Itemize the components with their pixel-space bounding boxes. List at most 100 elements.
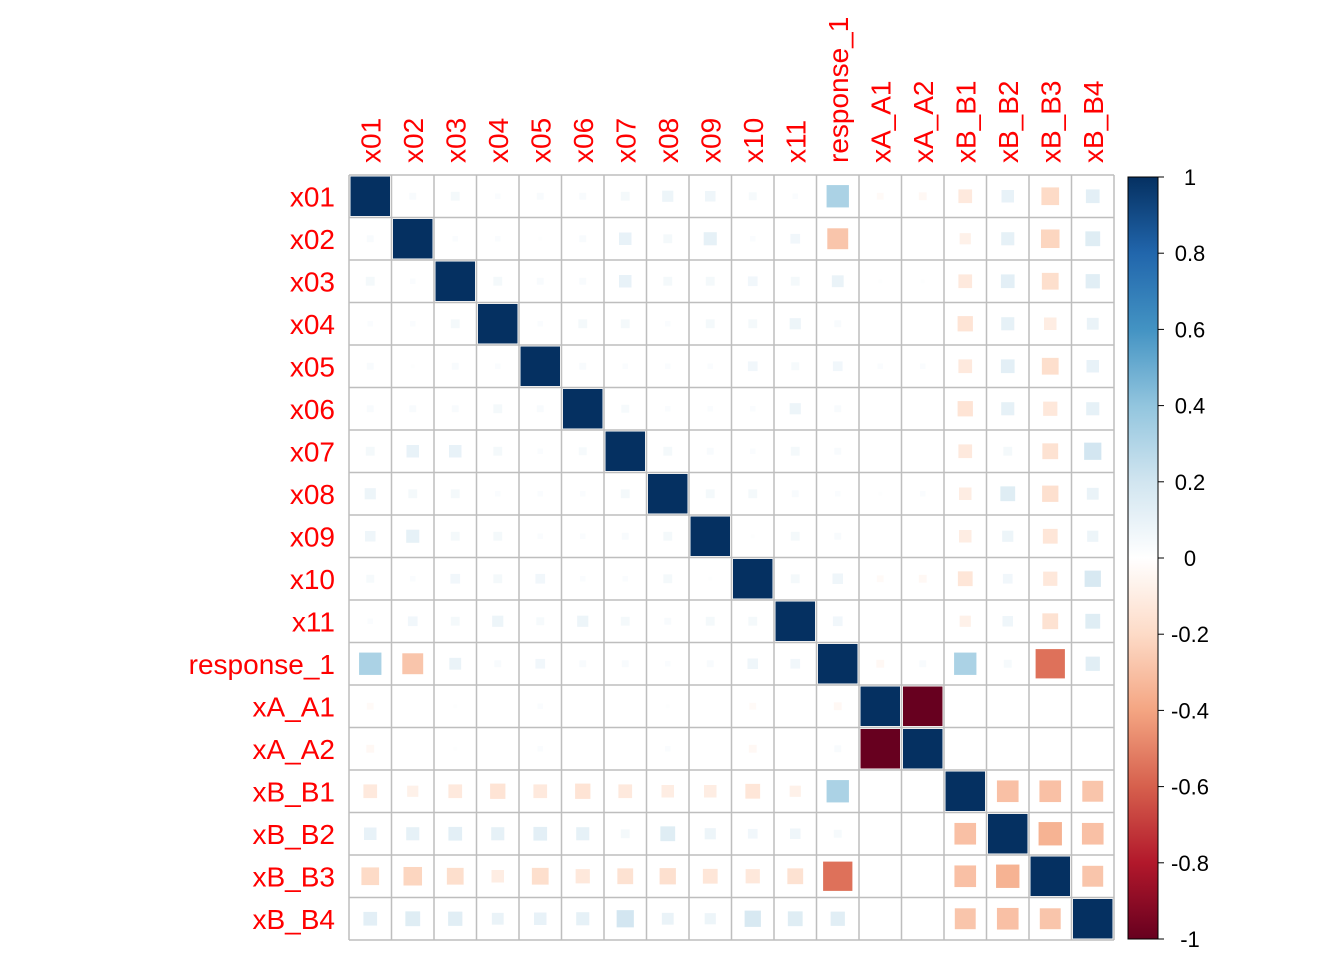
corr-cell-x01-xB_B2 xyxy=(1001,190,1014,203)
corr-cell-x07-x01 xyxy=(365,446,375,456)
corr-cell-x08-x01 xyxy=(364,488,376,500)
col-label-x10: x10 xyxy=(738,118,769,163)
corr-cell-x03-xA_A2 xyxy=(920,279,925,284)
corr-cell-x05-x08 xyxy=(664,363,671,370)
legend-tick-label: 0.4 xyxy=(1175,394,1206,419)
corr-cell-response_1-xB_B1 xyxy=(954,652,977,675)
matrix-grid xyxy=(348,174,1115,941)
col-label-x03: x03 xyxy=(440,118,471,163)
corr-cell-x11-x01 xyxy=(367,618,374,625)
legend-tick-label: -0.8 xyxy=(1171,851,1209,876)
corr-cell-x04-xB_B2 xyxy=(1001,317,1015,331)
corr-cell-xB_B2-x04 xyxy=(491,827,505,841)
corr-cell-xB_B4-xB_B1 xyxy=(954,908,976,930)
column-labels: x01 x02 x03 x04 x05 x06 x07 x08 x09 x10 x11 respons… xyxy=(355,17,1109,163)
corr-cell-x10-x01 xyxy=(366,574,375,583)
corr-cell-x11-x11 xyxy=(775,601,815,641)
corr-cell-xB_B4-x03 xyxy=(448,911,463,926)
corr-cell-xB_B1-xB_B1 xyxy=(945,771,985,811)
corr-cell-xB_B1-x01 xyxy=(363,784,378,799)
corr-cell-x08-x03 xyxy=(450,489,460,499)
row-label-xB_B3: xB_B3 xyxy=(253,861,336,892)
corr-cell-x08-x04 xyxy=(494,490,501,497)
corr-cell-x01-xB_B3 xyxy=(1041,187,1060,206)
corr-cell-xB_B2-xB_B4 xyxy=(1081,822,1104,845)
corr-cell-xB_B2-x05 xyxy=(533,826,548,841)
corr-cell-x08-x02 xyxy=(408,489,418,499)
corr-cell-xB_B3-x10 xyxy=(745,869,760,884)
corr-cell-xB_B3-x05 xyxy=(531,867,549,885)
corr-cell-x01-x07 xyxy=(620,191,630,201)
corr-cell-x07-x04 xyxy=(493,446,503,456)
row-label-x05: x05 xyxy=(290,351,335,382)
corr-cell-x04-xB_B1 xyxy=(957,316,973,332)
corr-cell-response_1-x01 xyxy=(359,652,382,675)
corr-cell-xA_A1-x01 xyxy=(366,702,374,710)
corr-cell-xB_B2-x03 xyxy=(448,826,463,841)
corr-cell-x06-x03 xyxy=(451,405,459,413)
col-label-x07: x07 xyxy=(610,118,641,163)
row-label-xB_B2: xB_B2 xyxy=(253,819,336,850)
corr-cell-x04-x05 xyxy=(537,320,544,327)
corr-cell-x05-x05 xyxy=(520,346,560,386)
corr-cell-x07-x02 xyxy=(406,445,419,458)
corr-cell-x07-xB_B2 xyxy=(1003,446,1013,456)
corr-cell-xB_B2-xB_B1 xyxy=(954,822,977,845)
corr-cell-x10-x09 xyxy=(708,576,713,581)
corr-cell-x04-x11 xyxy=(789,318,801,330)
corr-cell-xA_A2-response_1 xyxy=(834,745,842,753)
corr-cell-x03-x07 xyxy=(619,275,632,288)
legend-tick-label: 0.6 xyxy=(1175,317,1206,342)
corr-cell-response_1-x04 xyxy=(494,660,502,668)
corr-cell-x03-x08 xyxy=(663,276,673,286)
corr-cell-x11-x10 xyxy=(748,616,758,626)
row-label-x03: x03 xyxy=(290,266,335,297)
row-label-x10: x10 xyxy=(290,564,335,595)
corr-cell-x06-x08 xyxy=(664,405,671,412)
corr-cell-x08-xB_B4 xyxy=(1086,487,1099,500)
corr-cell-x07-x09 xyxy=(706,447,714,455)
corr-cell-xB_B2-x10 xyxy=(747,828,758,839)
corr-cell-x07-x05 xyxy=(537,448,544,455)
corr-cell-x07-xB_B3 xyxy=(1042,443,1059,460)
corr-cell-x02-xB_B3 xyxy=(1040,229,1060,249)
corr-cell-x11-x08 xyxy=(664,617,672,625)
corr-cell-x05-xB_B3 xyxy=(1041,357,1059,375)
corr-cell-x01-x11 xyxy=(792,193,799,200)
corr-cell-x02-x05 xyxy=(538,236,543,241)
corr-cell-xB_B4-x09 xyxy=(704,913,716,925)
corr-cell-xB_B3-x03 xyxy=(446,867,464,885)
corr-cell-x05-x01 xyxy=(366,362,374,370)
corr-cell-xB_B2-x06 xyxy=(576,827,590,841)
corr-cell-x10-x10 xyxy=(733,559,773,599)
corr-cell-x11-x06 xyxy=(577,615,589,627)
corr-cell-response_1-x07 xyxy=(621,660,629,668)
corr-cell-xA_A1-x03 xyxy=(453,704,458,709)
legend-tick-label: 0.2 xyxy=(1175,470,1206,495)
corr-cell-x07-x08 xyxy=(663,446,673,456)
corr-cell-x05-response_1 xyxy=(832,361,843,372)
corr-cell-x11-x02 xyxy=(407,616,418,627)
corr-cell-x04-x10 xyxy=(748,319,758,329)
corr-cell-xB_B4-x02 xyxy=(405,911,421,927)
corr-cell-response_1-xB_B4 xyxy=(1085,656,1100,671)
corr-cell-xB_B4-xB_B4 xyxy=(1073,899,1113,939)
corr-cell-x11-x07 xyxy=(620,616,630,626)
corr-cell-x03-xB_B1 xyxy=(958,274,973,289)
col-label-x04: x04 xyxy=(483,118,514,163)
corr-cell-x10-xB_B2 xyxy=(1002,573,1013,584)
corr-cell-x09-response_1 xyxy=(834,532,842,540)
corr-cell-x10-x08 xyxy=(663,574,673,584)
corr-cell-x10-x06 xyxy=(579,575,586,582)
corr-cell-xB_B1-xB_B4 xyxy=(1082,780,1104,802)
corr-cell-x11-x03 xyxy=(450,616,460,626)
corr-cell-x01-x04 xyxy=(494,193,501,200)
corr-cell-xB_B4-xB_B2 xyxy=(996,907,1019,930)
corr-cell-xB_B3-x02 xyxy=(403,866,423,886)
corr-cell-x10-response_1 xyxy=(832,573,843,584)
corr-cell-xB_B3-xB_B4 xyxy=(1082,865,1104,887)
corr-cell-x07-x06 xyxy=(578,447,587,456)
corr-cell-x09-x05 xyxy=(537,533,544,540)
corr-cell-x06-xB_B4 xyxy=(1086,402,1100,416)
